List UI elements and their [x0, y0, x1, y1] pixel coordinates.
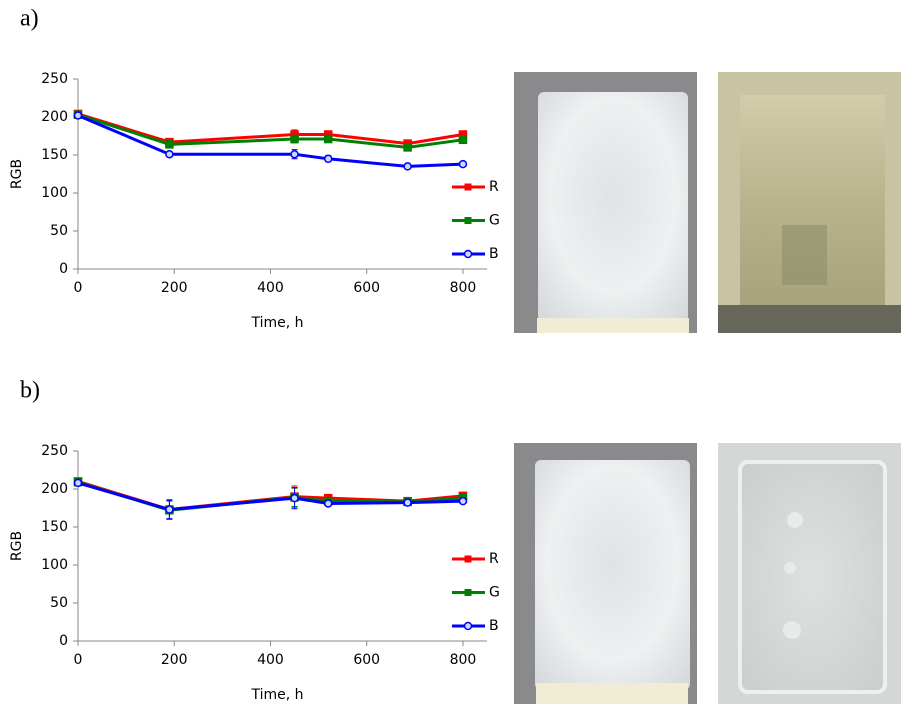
y-axis-label: RGB: [9, 159, 25, 189]
panel-label: b): [20, 378, 40, 404]
legend-label: G: [489, 213, 500, 229]
photo-a2: [718, 72, 901, 333]
legend-label: R: [489, 551, 499, 567]
y-tick-label: 150: [41, 147, 68, 163]
legend-marker: [465, 217, 472, 224]
x-tick-label: 200: [161, 652, 188, 668]
legend-marker: [465, 251, 472, 258]
marker: [166, 151, 173, 158]
marker: [75, 112, 82, 119]
y-axis-label: RGB: [9, 531, 25, 561]
marker: [459, 161, 466, 168]
marker: [75, 479, 82, 486]
marker: [291, 495, 298, 502]
y-tick-label: 50: [50, 223, 68, 239]
figure: a)0501001502002500200400600800Time, hRGB…: [0, 0, 904, 704]
marker: [325, 500, 332, 507]
x-tick-label: 0: [74, 652, 83, 668]
marker: [459, 136, 466, 143]
x-tick-label: 200: [161, 280, 188, 296]
y-tick-label: 100: [41, 185, 68, 201]
y-tick-label: 0: [59, 633, 68, 649]
marker: [404, 163, 411, 170]
marker: [166, 506, 173, 513]
y-tick-label: 0: [59, 261, 68, 277]
marker: [291, 151, 298, 158]
y-tick-label: 50: [50, 595, 68, 611]
x-tick-label: 600: [353, 652, 380, 668]
x-tick-label: 800: [450, 280, 477, 296]
marker: [325, 155, 332, 162]
legend-marker: [465, 184, 472, 191]
marker: [291, 136, 298, 143]
legend-marker: [465, 589, 472, 596]
legend-marker: [465, 623, 472, 630]
legend-label: R: [489, 179, 499, 195]
x-tick-label: 0: [74, 280, 83, 296]
y-tick-label: 100: [41, 557, 68, 573]
marker: [404, 499, 411, 506]
marker: [325, 136, 332, 143]
marker: [459, 498, 466, 505]
legend-label: G: [489, 585, 500, 601]
panel-label: a): [20, 6, 39, 32]
marker: [404, 144, 411, 151]
photo-b2: [718, 443, 901, 704]
x-tick-label: 800: [450, 652, 477, 668]
x-axis-label: Time, h: [250, 687, 303, 703]
x-axis-label: Time, h: [250, 315, 303, 331]
photo-b1: [514, 443, 697, 704]
y-tick-label: 200: [41, 109, 68, 125]
legend-label: B: [489, 618, 499, 634]
y-tick-label: 250: [41, 71, 68, 87]
marker: [166, 141, 173, 148]
y-tick-label: 150: [41, 519, 68, 535]
legend-label: B: [489, 246, 499, 262]
y-tick-label: 250: [41, 443, 68, 459]
x-tick-label: 400: [257, 280, 284, 296]
y-tick-label: 200: [41, 481, 68, 497]
legend-marker: [465, 556, 472, 563]
photo-a1: [514, 72, 697, 333]
x-tick-label: 400: [257, 652, 284, 668]
x-tick-label: 600: [353, 280, 380, 296]
